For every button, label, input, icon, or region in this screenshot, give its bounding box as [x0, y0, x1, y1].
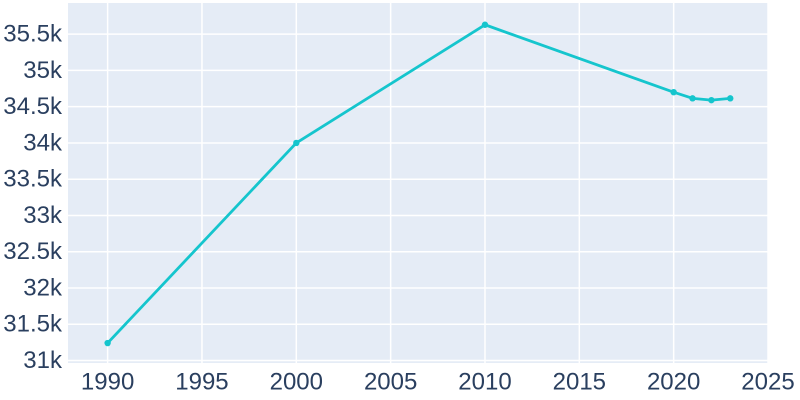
x-tick-label: 2020 — [647, 369, 700, 396]
x-tick-label: 2015 — [553, 369, 606, 396]
y-tick-label: 32.5k — [3, 238, 63, 265]
data-point — [670, 88, 677, 96]
y-tick-label: 34k — [23, 129, 63, 156]
y-tick-label: 33.5k — [3, 166, 63, 193]
y-tick-label: 35.5k — [3, 21, 63, 48]
data-point — [104, 339, 111, 347]
data-point — [708, 96, 715, 104]
x-tick-label: 2000 — [270, 369, 323, 396]
y-tick-label: 35k — [23, 57, 63, 84]
y-tick-label: 31.5k — [3, 311, 63, 338]
plot-area — [68, 3, 768, 363]
x-tick-label: 1995 — [175, 369, 228, 396]
y-tick-label: 31k — [23, 347, 63, 374]
data-point — [481, 21, 489, 28]
x-tick-label: 2005 — [364, 369, 417, 396]
y-tick-label: 34.5k — [3, 93, 63, 120]
x-tick-label: 2010 — [458, 369, 511, 396]
data-point — [689, 95, 696, 102]
y-tick-label: 32k — [23, 274, 63, 301]
y-tick-label: 33k — [23, 202, 63, 229]
x-tick-label: 2025 — [741, 369, 794, 396]
data-point — [293, 139, 300, 147]
x-tick-label: 1990 — [81, 369, 134, 396]
data-point — [727, 95, 734, 102]
